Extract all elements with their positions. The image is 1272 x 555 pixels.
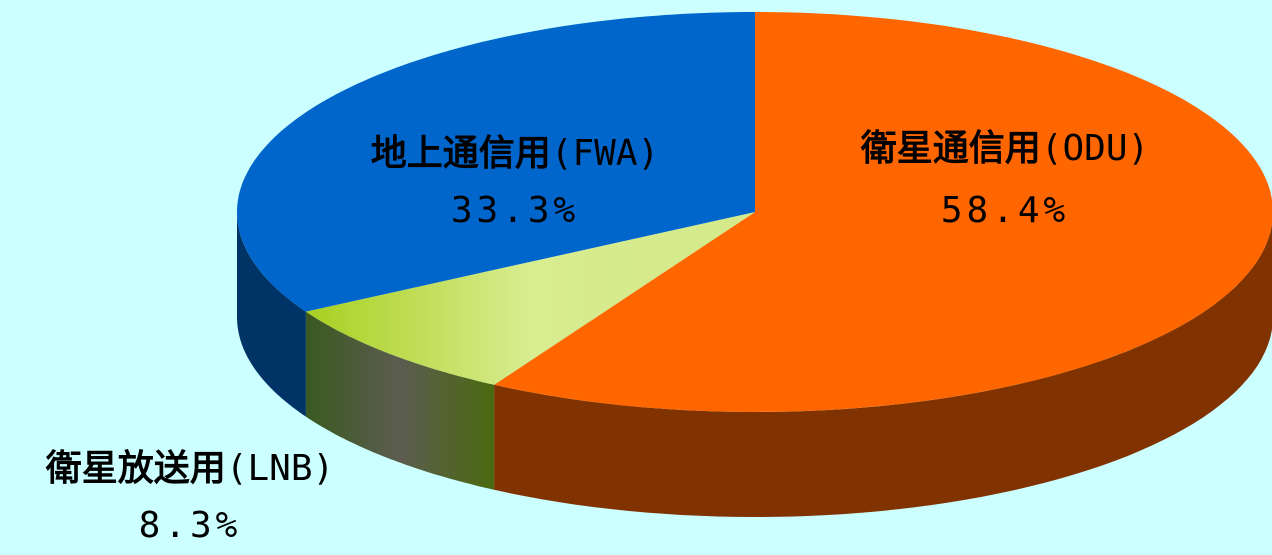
value-label: 33.3%: [451, 190, 579, 231]
slice-label-main: 衛星放送用: [45, 448, 226, 489]
slice: [305, 212, 755, 385]
slice-side: [494, 223, 1272, 517]
slice-label: 衛星放送用(LNB): [45, 448, 334, 489]
value-label: 58.4%: [941, 190, 1069, 231]
slice-side: [305, 311, 495, 490]
slice-label-main: 地上通信用: [371, 133, 551, 174]
slice-label: 地上通信用(FWA): [371, 133, 659, 174]
slice-label: 衛星通信用(ODU): [860, 128, 1149, 169]
slice-label-code: (LNB): [226, 448, 334, 489]
slice: [494, 12, 1272, 412]
slice-side: [237, 212, 306, 417]
slice-label-code: (FWA): [551, 133, 659, 174]
slice: [237, 12, 755, 312]
slice-label-main: 衛星通信用: [860, 128, 1041, 169]
slice-label-code: (ODU): [1041, 128, 1149, 169]
value-label: 8.3%: [139, 505, 242, 546]
